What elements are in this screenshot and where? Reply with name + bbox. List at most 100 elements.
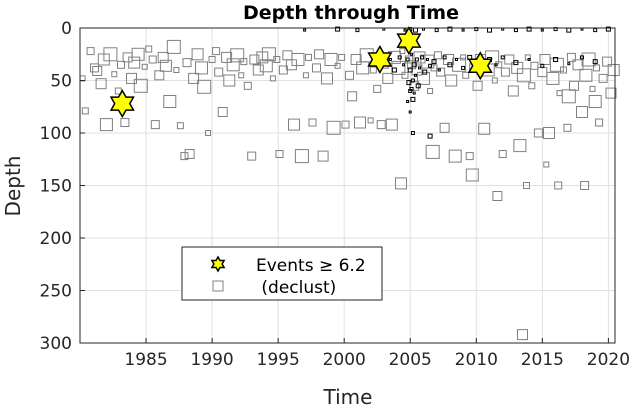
- cluster-point: [461, 65, 466, 70]
- cluster-point: [414, 57, 419, 62]
- cluster-point: [513, 28, 518, 33]
- cluster-point: [527, 58, 531, 61]
- declust-point: [240, 58, 248, 66]
- declust-point: [491, 77, 498, 84]
- declust-point: [439, 122, 450, 133]
- cluster-point: [405, 57, 410, 62]
- x-axis-ticks: 1985 1990 1995 2000 2005 2010 2015 2020: [124, 338, 630, 370]
- declust-point: [150, 120, 160, 130]
- declust-point: [285, 59, 297, 71]
- cluster-point: [540, 28, 544, 32]
- declust-point: [230, 48, 245, 63]
- x-tick-label: 2015: [521, 350, 564, 370]
- declust-point: [399, 48, 406, 55]
- declust-point: [131, 47, 145, 61]
- y-axis-label: Depth: [1, 156, 25, 217]
- large-event-star: [467, 51, 493, 81]
- cluster-point: [567, 62, 571, 66]
- cluster-point: [553, 57, 559, 62]
- declust-point: [157, 51, 169, 63]
- declust-point: [420, 54, 435, 69]
- declust-point: [288, 118, 300, 131]
- cluster-point: [303, 28, 307, 32]
- declust-point: [212, 47, 221, 56]
- declust-point: [120, 118, 130, 127]
- declust-point: [513, 139, 527, 153]
- declust-point: [188, 72, 200, 84]
- chart-title: Depth through Time: [243, 2, 459, 24]
- declust-point: [566, 52, 576, 62]
- cluster-point: [418, 66, 421, 70]
- declust-point: [314, 49, 325, 60]
- declust-point: [243, 81, 252, 90]
- legend-star-marker: [210, 255, 226, 273]
- cluster-point: [422, 69, 428, 75]
- cluster-point: [500, 55, 505, 60]
- declust-point: [173, 67, 180, 73]
- declust-point: [176, 122, 184, 130]
- cluster-point: [415, 83, 421, 89]
- declust-point: [543, 127, 555, 139]
- declust-point: [549, 57, 564, 72]
- cluster-point: [592, 59, 598, 65]
- declust-point: [563, 123, 572, 132]
- cluster-point: [494, 63, 498, 67]
- declust-point: [580, 181, 590, 190]
- cluster-point: [410, 131, 415, 135]
- declust-point: [308, 118, 317, 127]
- declust-point: [434, 51, 442, 60]
- declust-point: [221, 51, 233, 63]
- declust-series: [79, 39, 620, 341]
- declust-point: [321, 72, 333, 85]
- declust-point: [214, 67, 224, 77]
- x-tick-label: 2000: [323, 350, 366, 370]
- x-axis-label: Time: [323, 385, 373, 408]
- cluster-series: [303, 26, 611, 139]
- declust-point: [523, 182, 530, 189]
- declust-point: [589, 85, 596, 92]
- cluster-point: [442, 55, 447, 60]
- declust-point: [159, 59, 172, 72]
- declust-point: [273, 56, 281, 63]
- declust-point: [417, 71, 430, 85]
- declust-point: [367, 117, 374, 124]
- cluster-point: [406, 100, 410, 103]
- declust-point: [180, 152, 189, 161]
- declust-point: [117, 60, 125, 69]
- x-tick-label: 2010: [455, 350, 498, 370]
- declust-point: [533, 128, 543, 138]
- declust-point: [465, 168, 479, 182]
- declust-point: [572, 59, 584, 71]
- declust-point: [462, 71, 470, 79]
- y-tick-label: 200: [40, 229, 72, 249]
- declust-point: [324, 53, 338, 66]
- cluster-point: [397, 55, 402, 60]
- declust-point: [543, 161, 550, 168]
- declust-point: [485, 50, 500, 65]
- declust-point: [312, 63, 321, 73]
- y-axis-ticks: 0 50 100 150 200 250 300: [40, 19, 85, 354]
- declust-point: [223, 74, 236, 87]
- declust-point: [401, 71, 409, 79]
- declust-point: [516, 68, 531, 83]
- declust-point: [81, 107, 89, 115]
- declust-point: [195, 61, 208, 75]
- declust-point: [561, 89, 576, 104]
- declust-point: [500, 67, 510, 77]
- cluster-point: [412, 91, 416, 95]
- declust-point: [317, 150, 329, 162]
- declust-point: [128, 56, 141, 69]
- declust-point: [217, 107, 228, 117]
- declust-point: [148, 55, 157, 64]
- declust-point: [588, 95, 602, 108]
- declust-point: [465, 152, 474, 161]
- declust-point: [404, 55, 413, 64]
- cluster-point: [605, 26, 611, 32]
- y-tick-label: 300: [40, 334, 72, 354]
- declust-point: [184, 149, 195, 159]
- cluster-point: [402, 63, 406, 67]
- cluster-point: [410, 96, 416, 102]
- declust-point: [385, 118, 398, 131]
- declust-point: [436, 67, 446, 77]
- declust-point: [111, 71, 118, 78]
